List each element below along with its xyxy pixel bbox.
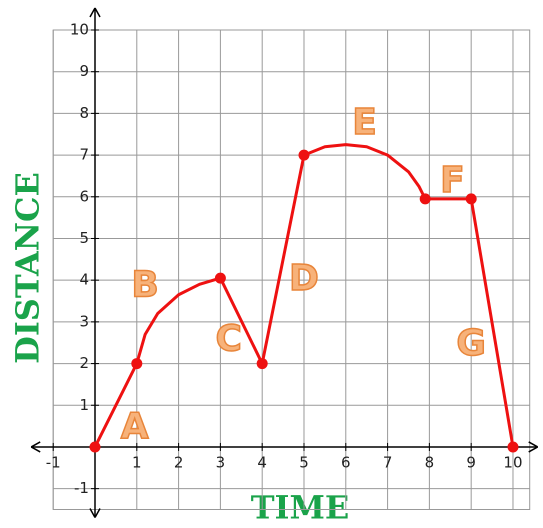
- y-tick-label: 4: [79, 271, 89, 289]
- distance-line: [93, 143, 515, 448]
- segment-label: D: [289, 258, 319, 299]
- x-tick-label: 9: [466, 453, 476, 471]
- point: [465, 193, 477, 205]
- point: [214, 272, 226, 284]
- segment-label: C: [216, 319, 242, 360]
- x-tick-label: -1: [46, 453, 61, 471]
- y-tick-label: 8: [79, 104, 89, 122]
- y-tick-label: 3: [79, 312, 89, 330]
- y-tick-label: -1: [74, 479, 89, 497]
- y-tick-label: 2: [79, 354, 89, 372]
- y-tick-label: 7: [79, 146, 89, 164]
- x-tick-label: 5: [299, 453, 309, 471]
- point: [419, 193, 431, 205]
- segment-label: G: [456, 323, 486, 364]
- y-tick-label: 1: [79, 396, 89, 414]
- segment-label: E: [352, 102, 377, 143]
- axis-arrow: [30, 7, 539, 518]
- x-tick-label: 10: [503, 453, 522, 471]
- y-tick-label: 10: [70, 21, 89, 39]
- x-tick-label: 3: [216, 453, 226, 471]
- x-tick-label: 6: [341, 453, 351, 471]
- point: [131, 358, 143, 370]
- point: [89, 441, 101, 453]
- x-tick-label: 2: [174, 453, 184, 471]
- y-axis-label: DISTANCE: [9, 172, 47, 364]
- segment-label: F: [440, 160, 465, 201]
- segment-label: B: [131, 264, 158, 305]
- x-tick-label: 8: [425, 453, 435, 471]
- y-tick-label: 6: [79, 187, 89, 205]
- y-tick-label: 9: [79, 62, 89, 80]
- x-tick-label: 1: [132, 453, 142, 471]
- x-tick-label: 4: [257, 453, 267, 471]
- point: [256, 358, 268, 370]
- x-tick-label: 7: [383, 453, 393, 471]
- x-axis-label: TIME: [251, 489, 350, 527]
- y-tick-label: 5: [79, 229, 89, 247]
- point: [507, 441, 519, 453]
- point: [298, 149, 310, 161]
- segment-label: A: [121, 406, 149, 447]
